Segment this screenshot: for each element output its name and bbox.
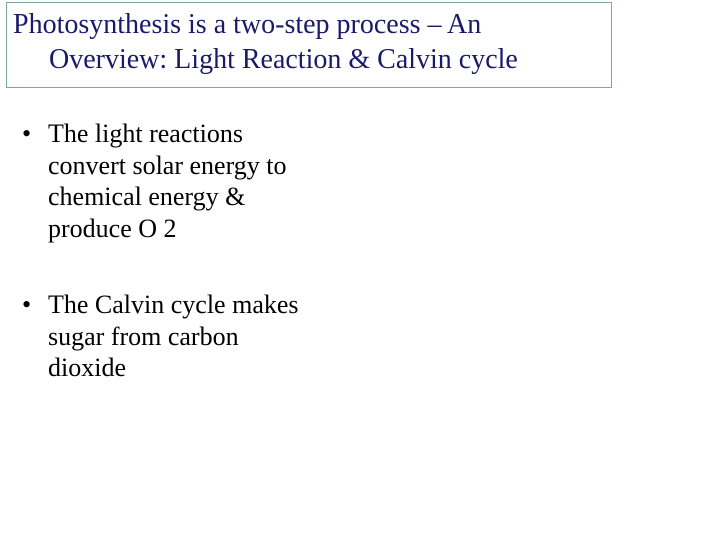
bullet-text: The light reactions convert solar energy… bbox=[48, 118, 322, 245]
bullet-list: • The light reactions convert solar ener… bbox=[22, 118, 322, 428]
bullet-text: The Calvin cycle makes sugar from carbon… bbox=[48, 289, 322, 384]
list-item: • The light reactions convert solar ener… bbox=[22, 118, 322, 245]
list-item: • The Calvin cycle makes sugar from carb… bbox=[22, 289, 322, 384]
slide-title-box: Photosynthesis is a two-step process – A… bbox=[6, 2, 612, 88]
title-line-1: Photosynthesis is a two-step process – A… bbox=[13, 9, 481, 40]
slide-title: Photosynthesis is a two-step process – A… bbox=[13, 7, 605, 77]
bullet-marker-icon: • bbox=[22, 289, 48, 321]
bullet-marker-icon: • bbox=[22, 118, 48, 150]
title-line-2: Overview: Light Reaction & Calvin cycle bbox=[13, 42, 605, 77]
